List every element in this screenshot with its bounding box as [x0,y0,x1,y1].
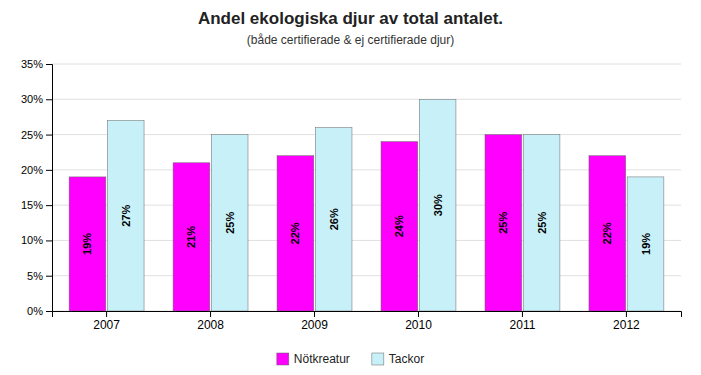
x-axis: 2007 2008 2009 2010 2011 2012 [53,311,682,332]
data-label: 26% [328,208,340,230]
legend-item: Tackor [372,352,424,366]
data-label: 22% [289,222,301,244]
x-tick: 2009 [301,311,328,332]
grid-line [52,134,681,135]
data-label: 21% [185,226,197,248]
grid [52,64,681,311]
legend-label: Nötkreatur [294,352,350,366]
bar [523,135,560,311]
legend-swatch [372,353,384,365]
tick-mark [626,311,627,317]
tick-label: 2008 [197,318,224,332]
data-label: 19% [640,233,652,255]
subtitle: (både certifierade & ej certifierade dju… [247,33,454,47]
y-axis: 0% 5% 10% 15% 20% 25% 30% 35% [21,58,53,317]
tick-label: 10% [21,234,43,246]
title: Andel ekologiska djur av total antalet. [198,9,503,28]
legend-swatch [277,353,289,365]
tick-mark [106,311,107,317]
tick-mark [46,240,52,241]
tick-mark [46,170,52,171]
data-labels: 19% 21% 22% 24% 25% 22% 27% 25% 26% 30% 25% 19% [81,194,651,255]
grid-line [52,169,681,170]
tick-label: 25% [21,129,43,141]
bar [381,142,418,311]
tick-label: 2011 [510,318,536,332]
axis-line [53,312,682,318]
bar [277,156,314,311]
tick-label: 5% [27,270,43,282]
y-tick: 25% [21,129,52,141]
x-tick: 2007 [93,311,120,332]
tick-mark [46,64,52,65]
tick-label: 2007 [93,318,120,332]
bar [107,120,144,311]
tick-mark [46,205,52,206]
bar [173,163,210,311]
plot-area: 19% 21% 22% 24% 25% 22% 27% 25% 26% 30% 25% 19% 0% 5%… [21,58,682,332]
bar-series [107,99,664,311]
y-tick: 5% [27,270,52,282]
tick-label: 15% [21,199,43,211]
x-tick: 2010 [405,311,432,332]
y-tick: 20% [21,164,52,176]
data-label: 19% [81,233,93,255]
data-label: 25% [224,212,236,234]
tick-label: 30% [21,93,43,105]
tick-mark [418,311,419,317]
grid-line [52,99,681,100]
y-tick: 10% [21,234,52,246]
y-tick: 0% [27,305,52,317]
chart: Andel ekologiska djur av total antalet. (… [0,0,701,375]
bar [69,177,106,311]
tick-label: 20% [21,164,43,176]
y-tick: 30% [21,93,52,105]
legend-label: Tackor [389,352,424,366]
axis-line [46,65,53,312]
tick-mark [46,276,52,277]
x-tick: 2012 [613,311,640,332]
grid-line [52,64,681,65]
data-label: 24% [393,215,405,237]
tick-label: 2010 [405,318,432,332]
tick-mark [522,311,523,317]
tick-label: 35% [21,58,43,70]
legend: Nötkreatur Tackor [277,352,424,366]
tick-mark [46,311,52,312]
tick-mark [46,135,52,136]
bar [589,156,626,311]
bar [627,177,664,311]
tick-mark [46,99,52,100]
tick-label: 2009 [301,318,328,332]
bars [69,99,664,311]
y-tick: 15% [21,199,52,211]
data-label: 30% [432,194,444,216]
legend-item: Nötkreatur [277,352,350,366]
tick-label: 2012 [613,318,640,332]
grid-line [52,205,681,206]
grid-line [52,240,681,241]
data-label: 27% [120,205,132,227]
x-tick: 2011 [510,311,536,332]
bar [419,99,456,311]
tick-label: 0% [27,305,43,317]
bar [315,128,352,311]
bar [211,135,248,311]
x-tick: 2008 [197,311,224,332]
y-tick: 35% [21,58,52,70]
tick-mark [210,311,211,317]
data-label: 22% [601,222,613,244]
data-label: 25% [497,212,509,234]
data-label: 25% [536,212,548,234]
bar [485,135,522,311]
tick-mark [314,311,315,317]
grid-line [52,275,681,276]
